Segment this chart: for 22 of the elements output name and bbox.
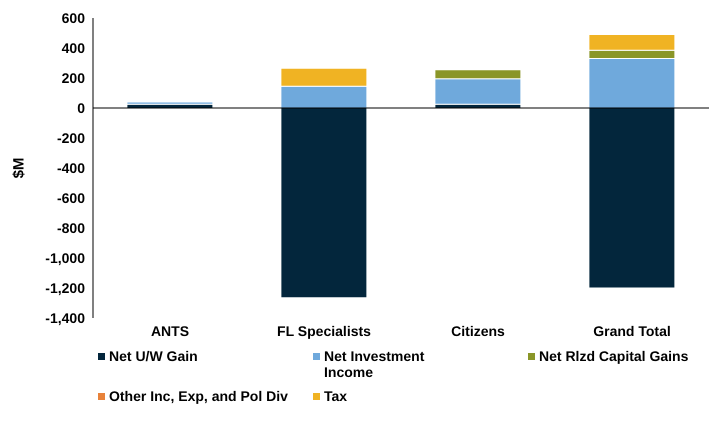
y-tick-label: 0 (77, 100, 86, 116)
y-tick-label: -1,000 (45, 250, 86, 266)
x-tick-label: Citizens (451, 322, 506, 339)
bar (126, 102, 214, 105)
legend-label: Net Investment Income (324, 348, 426, 380)
x-tick-label: FL Specialists (277, 322, 372, 339)
y-tick-label: 400 (62, 40, 86, 56)
legend-label: Other Inc, Exp, and Pol Div (109, 388, 289, 404)
legend-label: Tax (324, 388, 348, 404)
y-tick-label: 600 (62, 10, 86, 26)
legend-label: Net U/W Gain (109, 348, 199, 364)
x-tick-label: ANTS (150, 322, 190, 339)
y-tick-label: -200 (56, 130, 86, 146)
y-tick-label: -400 (56, 160, 86, 176)
y-tick-label: -800 (56, 220, 86, 236)
y-tick-label: -1,200 (45, 280, 86, 296)
y-tick-label: -600 (56, 190, 86, 206)
x-tick-label: Grand Total (593, 322, 671, 339)
y-axis-title: $M (10, 158, 28, 178)
y-tick-label: 200 (62, 70, 86, 86)
legend-label: Net Rlzd Capital Gains (539, 348, 690, 364)
y-tick-label: -1,400 (45, 310, 86, 326)
